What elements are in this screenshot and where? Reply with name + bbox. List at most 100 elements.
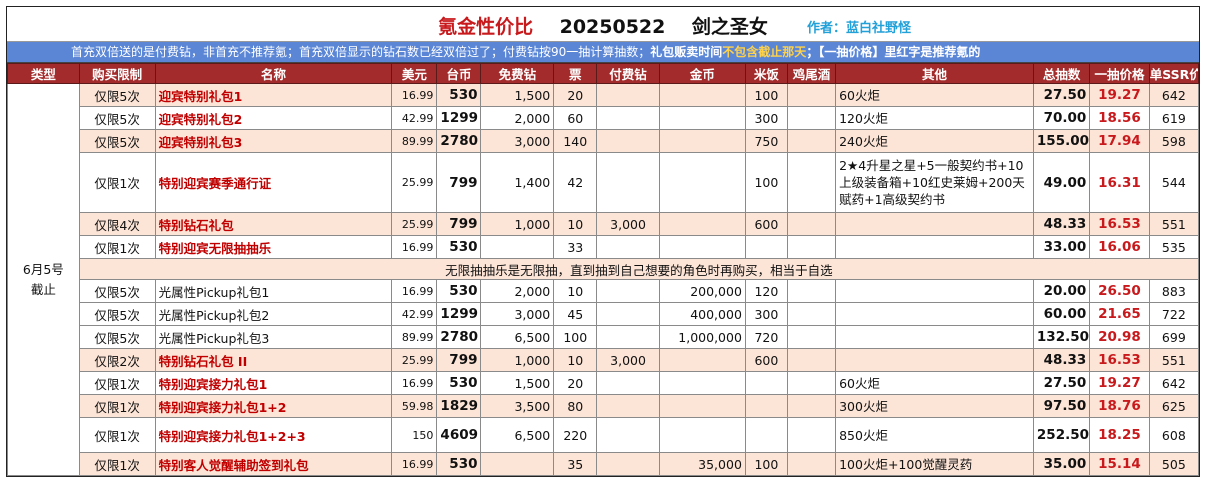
cell-total[interactable]: 132.50 <box>1032 325 1091 349</box>
cell-cocktail[interactable] <box>786 325 837 349</box>
cell-usd[interactable]: 25.99 <box>391 152 438 213</box>
cell-twd[interactable]: 4609 <box>436 417 482 453</box>
column-header[interactable]: 总抽数 <box>1032 63 1091 84</box>
cell-paid[interactable] <box>596 83 660 107</box>
cell-ticket[interactable]: 33 <box>553 235 598 259</box>
cell-cocktail[interactable] <box>786 279 837 303</box>
cell-ssr[interactable]: 619 <box>1148 106 1200 130</box>
cell-free[interactable]: 1,400 <box>480 152 555 213</box>
cell-usd[interactable]: 16.99 <box>391 235 438 259</box>
cell-per[interactable]: 16.53 <box>1089 348 1150 372</box>
cell-gold[interactable]: 400,000 <box>658 302 746 326</box>
cell-usd[interactable]: 25.99 <box>391 348 438 372</box>
cell-name[interactable]: 特别迎宾接力礼包1+2 <box>154 394 393 418</box>
cell-cocktail[interactable] <box>786 235 837 259</box>
cell-gold[interactable]: 35,000 <box>658 452 746 476</box>
cell-total[interactable]: 35.00 <box>1032 452 1091 476</box>
cell-per[interactable]: 16.53 <box>1089 212 1150 236</box>
cell-total[interactable]: 60.00 <box>1032 302 1091 326</box>
cell-gold[interactable] <box>658 394 746 418</box>
cell-twd[interactable]: 2780 <box>436 129 482 153</box>
cell-other[interactable]: 120火炬 <box>835 106 1034 130</box>
cell-gold[interactable]: 1,000,000 <box>658 325 746 349</box>
cell-twd[interactable]: 1299 <box>436 106 482 130</box>
column-header[interactable]: 美元 <box>391 63 438 84</box>
cell-cocktail[interactable] <box>786 129 837 153</box>
cell-total[interactable]: 27.50 <box>1032 371 1091 395</box>
cell-gold[interactable] <box>658 212 746 236</box>
cell-ssr[interactable]: 505 <box>1148 452 1200 476</box>
cell-paid[interactable]: 3,000 <box>596 348 660 372</box>
cell-limit[interactable]: 仅限1次 <box>78 452 156 476</box>
cell-other[interactable]: 60火炬 <box>835 83 1034 107</box>
cell-name[interactable]: 特别迎宾无限抽抽乐 <box>154 235 393 259</box>
cell-per[interactable]: 19.27 <box>1089 371 1150 395</box>
cell-limit[interactable]: 仅限4次 <box>78 212 156 236</box>
cell-name[interactable]: 光属性Pickup礼包3 <box>154 325 393 349</box>
cell-ssr[interactable]: 722 <box>1148 302 1200 326</box>
cell-gold[interactable] <box>658 417 746 453</box>
cell-ssr[interactable]: 608 <box>1148 417 1200 453</box>
cell-usd[interactable]: 150 <box>391 417 438 453</box>
cell-rice[interactable]: 100 <box>744 152 788 213</box>
cell-limit[interactable]: 仅限1次 <box>78 371 156 395</box>
cell-paid[interactable] <box>596 302 660 326</box>
cell-paid[interactable] <box>596 452 660 476</box>
cell-total[interactable]: 27.50 <box>1032 83 1091 107</box>
cell-ssr[interactable]: 551 <box>1148 212 1200 236</box>
cell-ticket[interactable]: 10 <box>553 279 598 303</box>
cell-rice[interactable]: 300 <box>744 302 788 326</box>
cell-per[interactable]: 16.06 <box>1089 235 1150 259</box>
column-header[interactable]: 鸡尾酒 <box>786 63 837 84</box>
cell-total[interactable]: 155.00 <box>1032 129 1091 153</box>
cell-usd[interactable]: 16.99 <box>391 371 438 395</box>
cell-cocktail[interactable] <box>786 348 837 372</box>
cell-total[interactable]: 48.33 <box>1032 348 1091 372</box>
cell-twd[interactable]: 1829 <box>436 394 482 418</box>
cell-paid[interactable]: 3,000 <box>596 212 660 236</box>
cell-other[interactable]: 300火炬 <box>835 394 1034 418</box>
cell-name[interactable]: 特别客人觉醒辅助签到礼包 <box>154 452 393 476</box>
cell-cocktail[interactable] <box>786 371 837 395</box>
cell-name[interactable]: 特别钻石礼包 II <box>154 348 393 372</box>
cell-free[interactable]: 1,000 <box>480 212 555 236</box>
column-header[interactable]: 票 <box>553 63 598 84</box>
cell-free[interactable]: 3,000 <box>480 129 555 153</box>
cell-limit[interactable]: 仅限5次 <box>78 106 156 130</box>
cell-ticket[interactable]: 42 <box>553 152 598 213</box>
cell-free[interactable] <box>480 235 555 259</box>
cell-other[interactable] <box>835 302 1034 326</box>
cell-paid[interactable] <box>596 279 660 303</box>
cell-limit[interactable]: 仅限5次 <box>78 302 156 326</box>
cell-free[interactable]: 6,500 <box>480 325 555 349</box>
cell-gold[interactable] <box>658 348 746 372</box>
cell-name[interactable]: 光属性Pickup礼包1 <box>154 279 393 303</box>
cell-cocktail[interactable] <box>786 394 837 418</box>
cell-paid[interactable] <box>596 152 660 213</box>
cell-free[interactable]: 3,000 <box>480 302 555 326</box>
column-header[interactable]: 类型 <box>7 63 80 84</box>
cell-name[interactable]: 特别钻石礼包 <box>154 212 393 236</box>
cell-ticket[interactable]: 80 <box>553 394 598 418</box>
cell-limit[interactable]: 仅限1次 <box>78 235 156 259</box>
cell-rice[interactable]: 750 <box>744 129 788 153</box>
cell-gold[interactable]: 200,000 <box>658 279 746 303</box>
cell-limit[interactable]: 仅限5次 <box>78 83 156 107</box>
cell-cocktail[interactable] <box>786 417 837 453</box>
cell-rice[interactable]: 300 <box>744 106 788 130</box>
cell-paid[interactable] <box>596 129 660 153</box>
cell-free[interactable]: 2,000 <box>480 279 555 303</box>
cell-ticket[interactable]: 45 <box>553 302 598 326</box>
cell-ticket[interactable]: 20 <box>553 371 598 395</box>
cell-free[interactable]: 1,000 <box>480 348 555 372</box>
cell-cocktail[interactable] <box>786 452 837 476</box>
cell-twd[interactable]: 799 <box>436 348 482 372</box>
cell-per[interactable]: 26.50 <box>1089 279 1150 303</box>
cell-rice[interactable]: 600 <box>744 348 788 372</box>
column-header[interactable]: 米饭 <box>744 63 788 84</box>
cell-usd[interactable]: 25.99 <box>391 212 438 236</box>
column-header[interactable]: 付费钻 <box>596 63 660 84</box>
cell-ticket[interactable]: 20 <box>553 83 598 107</box>
cell-gold[interactable] <box>658 129 746 153</box>
cell-ticket[interactable]: 220 <box>553 417 598 453</box>
